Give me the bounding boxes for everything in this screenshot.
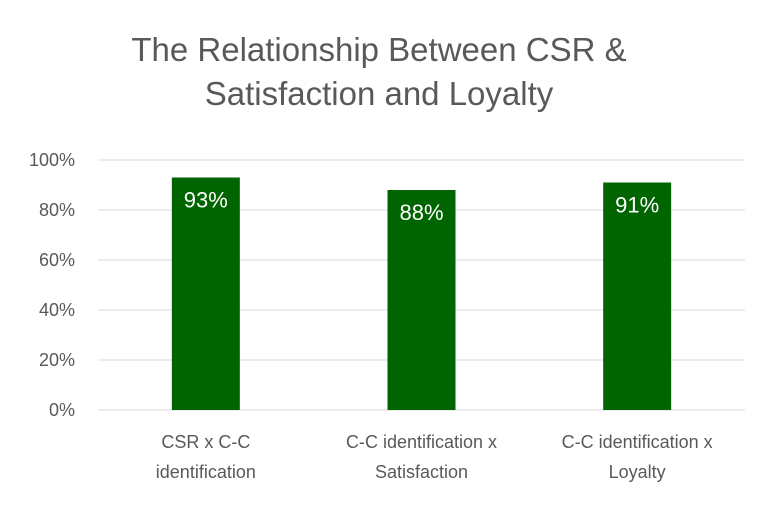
y-tick-label: 100% [29,150,75,170]
chart-title-line-2: Satisfaction and Loyalty [204,75,554,112]
chart-title: The Relationship Between CSR & Satisfact… [0,28,758,116]
bar [603,182,672,410]
y-tick-label: 80% [39,200,75,220]
y-tick-label: 60% [39,250,75,270]
data-label: 88% [399,200,443,225]
x-tick-label: Loyalty [609,462,666,482]
y-tick-label: 20% [39,350,75,370]
x-tick-label: C-C identification x [562,432,713,452]
chart-title-line-1: The Relationship Between CSR & [131,31,627,68]
bar [387,190,456,410]
data-label: 91% [615,193,659,218]
y-tick-label: 40% [39,300,75,320]
y-tick-label: 0% [49,400,75,420]
bar [171,177,240,410]
x-tick-label: CSR x C-C [161,432,250,452]
x-tick-label: identification [156,462,256,482]
x-tick-label: Satisfaction [375,462,468,482]
data-label: 93% [184,188,228,213]
x-tick-label: C-C identification x [346,432,497,452]
